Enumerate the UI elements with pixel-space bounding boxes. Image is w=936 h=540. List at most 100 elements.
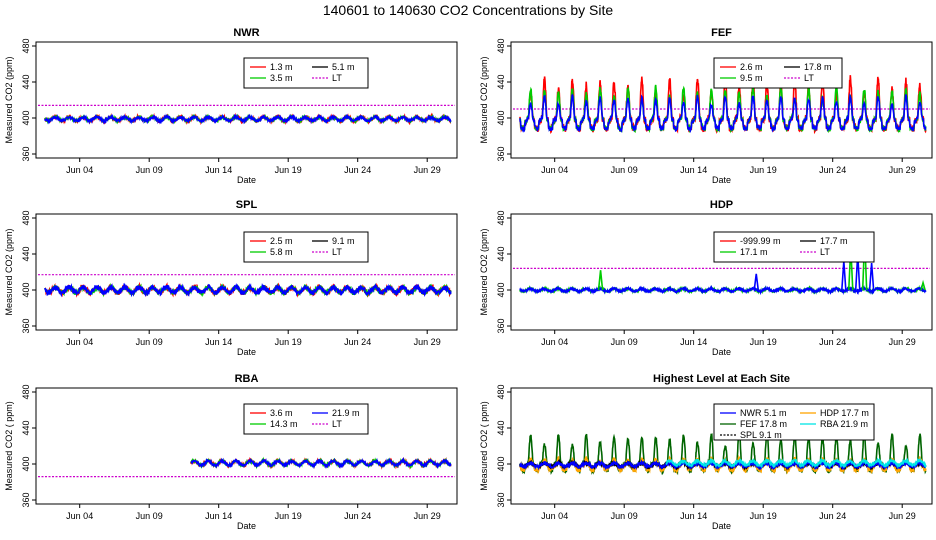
x-tick-label: Jun 14 [680,337,707,347]
legend-label: NWR 5.1 m [740,408,787,418]
series-line [519,284,927,296]
x-tick-label: Jun 19 [750,511,777,521]
x-axis-label: Date [712,521,731,531]
panel-rba: RBA 360 400 440 480 Measured CO2 ( ppm) Jun 04… [4,373,458,531]
legend-label: 5.1 m [332,62,355,72]
y-tick-label: 440 [21,420,31,435]
spike-mark [597,270,604,291]
plot-frame [510,213,933,331]
legend-label: HDP 17.7 m [820,408,869,418]
x-tick-label: Jun 19 [275,165,302,175]
legend-label: SPL 9.1 m [740,430,782,440]
series-line [44,113,452,125]
y-tick-label: 360 [496,318,506,333]
x-tick-label: Jun 09 [611,511,638,521]
y-tick-label: 360 [21,492,31,507]
x-axis-label: Date [237,347,256,357]
plot-frame [510,387,933,505]
plot-content [38,274,455,298]
plot-content [38,456,455,478]
series-line [665,456,927,469]
x-axis-label: Date [237,521,256,531]
y-tick-label: 480 [496,384,506,399]
plot-frame [510,41,933,159]
panel-title: HDP [710,199,733,211]
legend: 2.5 m 9.1 m 5.8 m LT [243,231,369,263]
legend-label: 9.5 m [740,73,763,83]
legend: 2.6 m 17.8 m 9.5 m LT [713,57,843,89]
x-tick-label: Jun 04 [66,165,93,175]
panel-nwr: NWR 360 400 440 480 Measured CO2 (ppm) Jun 04 J… [4,27,458,185]
y-axis-label: Measured CO2 ( ppm) [4,401,14,491]
y-tick-label: 440 [496,246,506,261]
legend-label: LT [820,247,830,257]
legend-box [243,403,369,435]
y-tick-label: 480 [21,384,31,399]
x-tick-label: Jun 09 [611,165,638,175]
main-title: 140601 to 140630 CO2 Concentrations by S… [322,2,614,18]
x-tick-label: Jun 09 [136,511,163,521]
legend-label: 3.5 m [270,73,293,83]
series-line [190,456,452,470]
x-tick-label: Jun 29 [414,511,441,521]
panel-fef: FEF 360 400 440 480 Measured CO2 (ppm) Jun 04 J… [479,27,933,185]
x-tick-label: Jun 09 [136,165,163,175]
panel-hdp: HDP 360 400 440 480 Measured CO2 (ppm) Jun 04 J… [479,199,933,357]
panel-title: Highest Level at Each Site [653,373,790,385]
y-tick-label: 360 [496,492,506,507]
legend-label: 17.8 m [804,62,832,72]
x-tick-label: Jun 14 [680,165,707,175]
legend-label: 17.7 m [820,236,848,246]
x-tick-label: Jun 04 [541,337,568,347]
y-tick-label: 440 [21,246,31,261]
legend-label: -999.99 m [740,236,781,246]
y-tick-label: 480 [496,38,506,53]
x-tick-label: Jun 24 [819,511,846,521]
x-tick-label: Jun 19 [275,511,302,521]
legend-label: LT [332,419,342,429]
x-tick-label: Jun 14 [205,337,232,347]
y-axis-label: Measured CO2 ( ppm) [479,401,489,491]
x-tick-label: Jun 29 [414,337,441,347]
legend-box [243,231,369,263]
y-axis-label: Measured CO2 (ppm) [479,228,489,315]
x-axis-label: Date [712,175,731,185]
x-tick-label: Jun 19 [750,165,777,175]
y-tick-label: 400 [496,282,506,297]
spike-mark [841,261,847,291]
legend-label: 21.9 m [332,408,360,418]
x-tick-label: Jun 09 [136,337,163,347]
legend: -999.99 m 17.7 m 17.1 m LT [713,231,875,263]
legend: 1.3 m 5.1 m 3.5 m LT [243,57,369,89]
y-tick-label: 400 [496,456,506,471]
y-tick-label: 360 [496,146,506,161]
legend-label: 5.8 m [270,247,293,257]
x-tick-label: Jun 19 [750,337,777,347]
x-tick-label: Jun 24 [819,337,846,347]
legend-box [243,57,369,89]
legend-label: 1.3 m [270,62,293,72]
plot-content [38,104,455,126]
y-tick-label: 440 [21,74,31,89]
plot-frame [35,387,458,505]
panel-spl: SPL 360 400 440 480 Measured CO2 (ppm) Jun 04 J… [4,199,458,357]
legend-box [713,57,843,89]
y-axis-label: Measured CO2 (ppm) [479,56,489,143]
legend-label: 14.3 m [270,419,298,429]
legend-label: 2.5 m [270,236,293,246]
x-tick-label: Jun 24 [344,165,371,175]
legend: NWR 5.1 m HDP 17.7 m FEF 17.8 m RBA 21.9 m S… [713,403,875,441]
legend-box [713,403,875,441]
y-tick-label: 480 [21,38,31,53]
x-axis-label: Date [712,347,731,357]
plot-frame [35,213,458,331]
plot-content [513,75,930,135]
y-tick-label: 400 [21,110,31,125]
panel-title: FEF [711,27,732,39]
y-axis-label: Measured CO2 (ppm) [4,228,14,315]
y-tick-label: 440 [496,420,506,435]
x-tick-label: Jun 29 [889,165,916,175]
x-tick-label: Jun 04 [66,337,93,347]
legend: 3.6 m 21.9 m 14.3 m LT [243,403,369,435]
x-tick-label: Jun 24 [819,165,846,175]
